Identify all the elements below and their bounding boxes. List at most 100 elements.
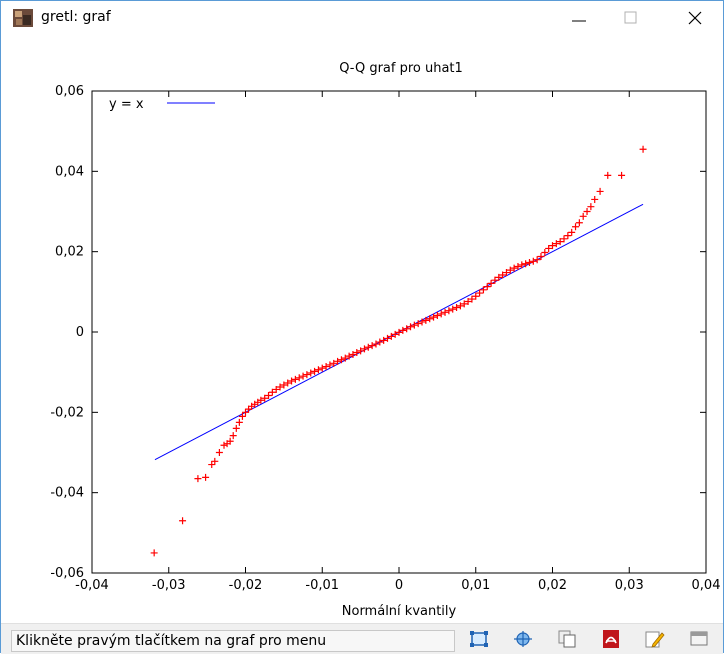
qq-point xyxy=(618,171,626,179)
qq-point xyxy=(468,295,476,303)
qq-point xyxy=(564,232,572,240)
qq-point xyxy=(422,316,430,324)
chart-title: Q-Q graf pro uhat1 xyxy=(339,61,463,76)
qq-point xyxy=(345,352,353,360)
x-tick-label: -0,03 xyxy=(152,578,186,593)
x-axis: -0,04 -0,03 -0,02 -0,01 0 0,01 0,02 0,03 0,04 xyxy=(75,91,720,593)
qq-point xyxy=(383,334,391,342)
window-title: gretl: graf xyxy=(41,9,111,25)
qq-point xyxy=(522,260,530,268)
qq-point xyxy=(502,269,510,277)
qq-point xyxy=(337,356,345,364)
minimize-button[interactable] xyxy=(553,1,605,35)
qq-point xyxy=(583,208,591,215)
qq-point xyxy=(399,326,407,334)
qq-point xyxy=(257,396,265,404)
y-tick-label: 0,06 xyxy=(55,84,84,99)
qq-point xyxy=(472,292,480,300)
x-tick-label: 0,03 xyxy=(615,578,644,593)
qq-point xyxy=(284,379,292,387)
qq-point xyxy=(372,340,380,348)
x-tick-label: 0 xyxy=(395,578,403,593)
qq-point xyxy=(349,350,357,358)
qq-point xyxy=(272,385,280,393)
close-window-icon xyxy=(690,631,708,646)
zoom-button[interactable] xyxy=(467,628,491,650)
x-tick-label: -0,01 xyxy=(305,578,339,593)
qq-point xyxy=(387,332,395,340)
qq-point xyxy=(261,394,269,402)
qq-point xyxy=(579,212,587,220)
minimize-icon xyxy=(572,20,586,22)
qq-point xyxy=(591,195,599,203)
qq-point xyxy=(549,242,556,250)
zoom-fit-icon xyxy=(470,631,488,647)
qq-point xyxy=(291,375,299,383)
qq-point xyxy=(326,361,334,369)
qq-point xyxy=(322,363,330,371)
status-bar: Klikněte pravým tlačítkem na graf pro me… xyxy=(1,623,723,654)
qq-point xyxy=(514,263,522,271)
qq-point xyxy=(491,276,499,284)
title-bar[interactable]: gretl: graf xyxy=(1,1,723,35)
qq-point xyxy=(235,418,243,426)
qq-point xyxy=(464,297,472,305)
qq-point xyxy=(533,256,541,264)
qq-point xyxy=(572,223,580,231)
edit-button[interactable] xyxy=(643,628,667,650)
qq-point xyxy=(453,303,461,311)
qq-point xyxy=(476,289,484,297)
maximize-button[interactable] xyxy=(605,1,657,35)
qq-point xyxy=(639,145,647,153)
qq-point xyxy=(506,266,514,274)
qq-point xyxy=(568,228,576,236)
legend-label: y = x xyxy=(109,97,144,112)
qq-point xyxy=(575,219,583,227)
qq-point xyxy=(426,315,434,323)
qq-point xyxy=(208,461,216,469)
move-button[interactable] xyxy=(511,628,535,650)
qq-point xyxy=(510,264,518,272)
close-graph-button[interactable] xyxy=(687,628,711,650)
x-tick-label: 0,04 xyxy=(692,578,721,593)
qq-point xyxy=(376,338,384,346)
close-button[interactable] xyxy=(669,1,721,35)
qq-point xyxy=(276,383,284,391)
pdf-icon xyxy=(603,630,619,648)
y-tick-label: -0,06 xyxy=(50,566,84,581)
y-tick-label: -0,02 xyxy=(50,405,84,420)
legend: y = x xyxy=(109,97,215,112)
status-hint: Klikněte pravým tlačítkem na graf pro me… xyxy=(11,630,455,652)
maximize-icon xyxy=(624,11,637,24)
gretl-app-icon xyxy=(13,9,33,27)
qq-point xyxy=(445,307,453,315)
copy-button[interactable] xyxy=(555,628,579,650)
save-pdf-button[interactable] xyxy=(599,628,623,650)
qq-point xyxy=(552,240,560,248)
qq-point xyxy=(330,359,338,367)
plot-area[interactable]: Q-Q graf pro uhat1 -0,04 -0,03 -0,02 -0,01 0… xyxy=(1,43,723,621)
qq-point xyxy=(150,549,158,557)
qq-point xyxy=(495,273,503,281)
y-tick-label: 0 xyxy=(76,325,84,340)
qq-point xyxy=(604,171,612,179)
qq-point xyxy=(537,252,545,260)
qq-plot: Q-Q graf pro uhat1 -0,04 -0,03 -0,02 -0,01 0… xyxy=(50,61,720,619)
qq-point xyxy=(229,432,237,440)
qq-point xyxy=(418,318,426,326)
qq-point xyxy=(545,244,553,252)
qq-point xyxy=(414,320,422,328)
y-tick-label: 0,04 xyxy=(55,164,84,179)
qq-point xyxy=(460,300,468,308)
qq-point xyxy=(179,517,187,525)
qq-point xyxy=(288,377,296,385)
qq-point xyxy=(194,475,202,483)
qq-point xyxy=(437,310,445,318)
qq-point xyxy=(360,345,368,353)
qq-point xyxy=(265,391,273,399)
qq-point xyxy=(587,203,595,211)
qq-point xyxy=(479,286,487,294)
qq-point xyxy=(596,187,604,195)
qq-point xyxy=(268,388,276,396)
